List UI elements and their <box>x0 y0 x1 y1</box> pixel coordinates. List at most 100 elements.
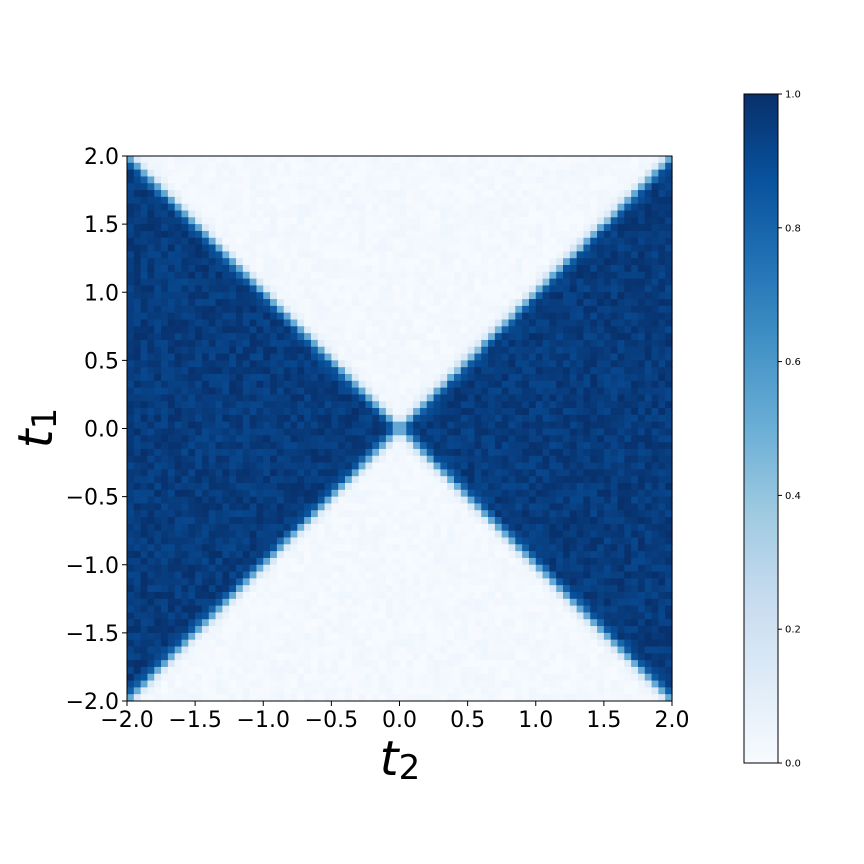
heatmap-cell <box>590 244 598 252</box>
heatmap-cell <box>270 401 278 409</box>
heatmap-cell <box>515 210 523 218</box>
heatmap-cell <box>174 346 183 355</box>
heatmap-cell <box>481 258 489 266</box>
heatmap-cell <box>127 557 135 566</box>
heatmap-cell <box>501 483 510 491</box>
heatmap-cell <box>290 387 298 396</box>
heatmap-cell <box>147 367 155 375</box>
heatmap-cell <box>467 544 476 552</box>
heatmap-cell <box>528 224 537 232</box>
heatmap-cell <box>324 292 332 300</box>
heatmap-cell <box>658 537 666 545</box>
heatmap-cell <box>222 251 230 259</box>
heatmap-cell <box>665 285 673 293</box>
heatmap-cell <box>522 421 530 430</box>
heatmap-cell <box>324 367 332 375</box>
heatmap-cell <box>338 237 346 246</box>
heatmap-cell <box>467 503 476 511</box>
heatmap-cell <box>181 367 189 375</box>
heatmap-cell <box>283 333 292 341</box>
heatmap-cell <box>440 510 448 518</box>
heatmap-cell <box>365 367 373 375</box>
heatmap-cell <box>433 496 441 505</box>
heatmap-cell <box>610 190 619 198</box>
heatmap-cell <box>283 469 292 477</box>
heatmap-cell <box>181 169 189 178</box>
heatmap-cell <box>447 421 455 430</box>
heatmap-cell <box>317 421 326 430</box>
heatmap-cell <box>317 346 326 355</box>
heatmap-cell <box>331 278 339 287</box>
heatmap-cell <box>515 251 523 259</box>
heatmap-cell <box>474 517 482 525</box>
heatmap-cell <box>542 360 550 368</box>
heatmap-cell <box>665 537 673 545</box>
heatmap-cell <box>508 421 516 430</box>
heatmap-cell <box>419 380 428 389</box>
heatmap-cell <box>365 169 373 178</box>
heatmap-cell <box>556 469 564 477</box>
heatmap-cell <box>392 387 401 396</box>
heatmap-cell <box>215 442 223 450</box>
heatmap-cell <box>508 469 516 477</box>
heatmap-cell <box>331 394 339 402</box>
heatmap-cell <box>413 156 421 164</box>
heatmap-cell <box>236 319 244 327</box>
heatmap-cell <box>256 571 264 579</box>
heatmap-cell <box>597 244 605 252</box>
heatmap-cell <box>290 319 298 327</box>
heatmap-cell <box>624 333 632 341</box>
heatmap-cell <box>379 428 387 436</box>
heatmap-cell <box>617 353 625 361</box>
heatmap-cell <box>208 360 217 368</box>
heatmap-cell <box>256 217 264 225</box>
heatmap-cell <box>358 292 367 300</box>
heatmap-cell <box>270 578 278 586</box>
heatmap-cell <box>440 156 448 164</box>
heatmap-cell <box>474 564 482 573</box>
heatmap-cell <box>563 469 571 477</box>
heatmap-cell <box>651 203 659 212</box>
heatmap-cell <box>454 408 462 416</box>
heatmap-cell <box>358 176 367 184</box>
heatmap-cell <box>208 285 217 293</box>
heatmap-cell <box>467 244 476 252</box>
heatmap-cell <box>188 285 196 293</box>
heatmap-cell <box>188 210 196 218</box>
heatmap-cell <box>229 162 237 171</box>
heatmap-cell <box>263 258 271 266</box>
heatmap-cell <box>242 360 251 368</box>
heatmap-cell <box>440 353 448 361</box>
heatmap-cell <box>317 517 326 525</box>
heatmap-cell <box>236 476 244 484</box>
heatmap-cell <box>454 203 462 212</box>
heatmap-cell <box>617 564 625 573</box>
heatmap-cell <box>488 564 496 573</box>
heatmap-cell <box>174 299 183 307</box>
heatmap-cell <box>317 339 326 348</box>
heatmap-cell <box>576 510 585 518</box>
heatmap-cell <box>460 483 469 491</box>
heatmap-cell <box>297 435 305 443</box>
heatmap-cell <box>522 503 530 511</box>
heatmap-cell <box>249 196 258 205</box>
heatmap-cell <box>419 339 428 348</box>
heatmap-cell <box>304 224 312 232</box>
heatmap-cell <box>542 523 550 532</box>
heatmap-cell <box>256 537 264 545</box>
heatmap-cell <box>528 517 537 525</box>
heatmap-cell <box>454 162 462 171</box>
heatmap-cell <box>188 224 196 232</box>
heatmap-cell <box>215 183 223 191</box>
heatmap-cell <box>590 469 598 477</box>
heatmap-cell <box>167 517 176 525</box>
heatmap-cell <box>365 196 373 205</box>
heatmap-cell <box>665 353 673 361</box>
heatmap-cell <box>127 333 135 341</box>
heatmap-cell <box>338 360 346 368</box>
heatmap-cell <box>195 571 203 579</box>
heatmap-cell <box>372 210 380 218</box>
heatmap-cell <box>208 224 217 232</box>
heatmap-cell <box>181 203 189 212</box>
heatmap-cell <box>399 503 407 511</box>
